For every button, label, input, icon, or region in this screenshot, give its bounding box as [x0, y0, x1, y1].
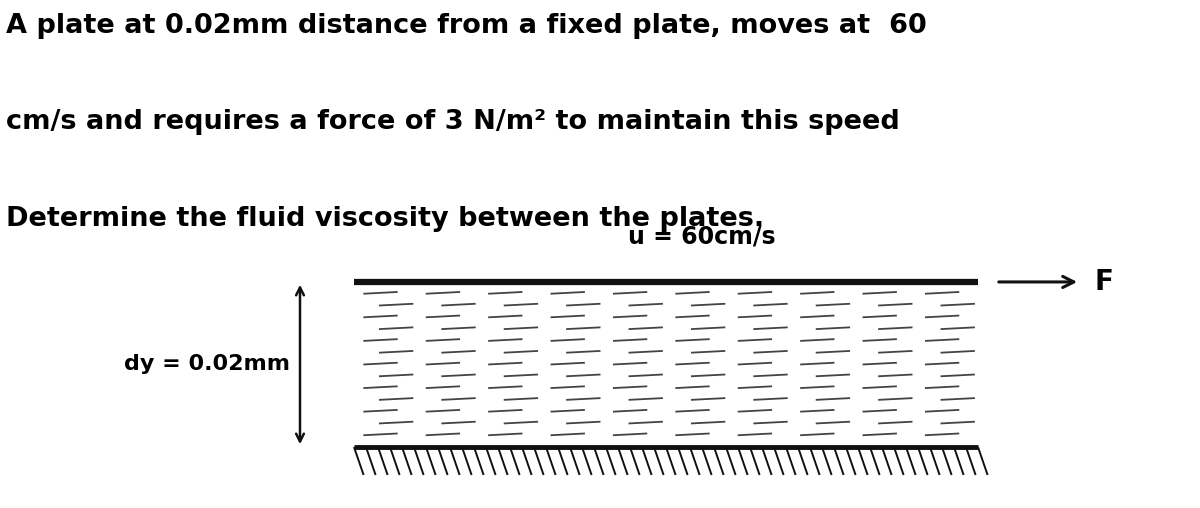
Text: F: F	[1094, 268, 1114, 296]
Text: dy = 0.02mm: dy = 0.02mm	[125, 355, 290, 374]
Text: A plate at 0.02mm distance from a fixed plate, moves at  60: A plate at 0.02mm distance from a fixed …	[6, 13, 926, 39]
Text: u = 60cm/s: u = 60cm/s	[628, 225, 776, 249]
Text: cm/s and requires a force of 3 N/m² to maintain this speed: cm/s and requires a force of 3 N/m² to m…	[6, 109, 900, 135]
Text: Determine the fluid viscosity between the plates.: Determine the fluid viscosity between th…	[6, 206, 764, 232]
